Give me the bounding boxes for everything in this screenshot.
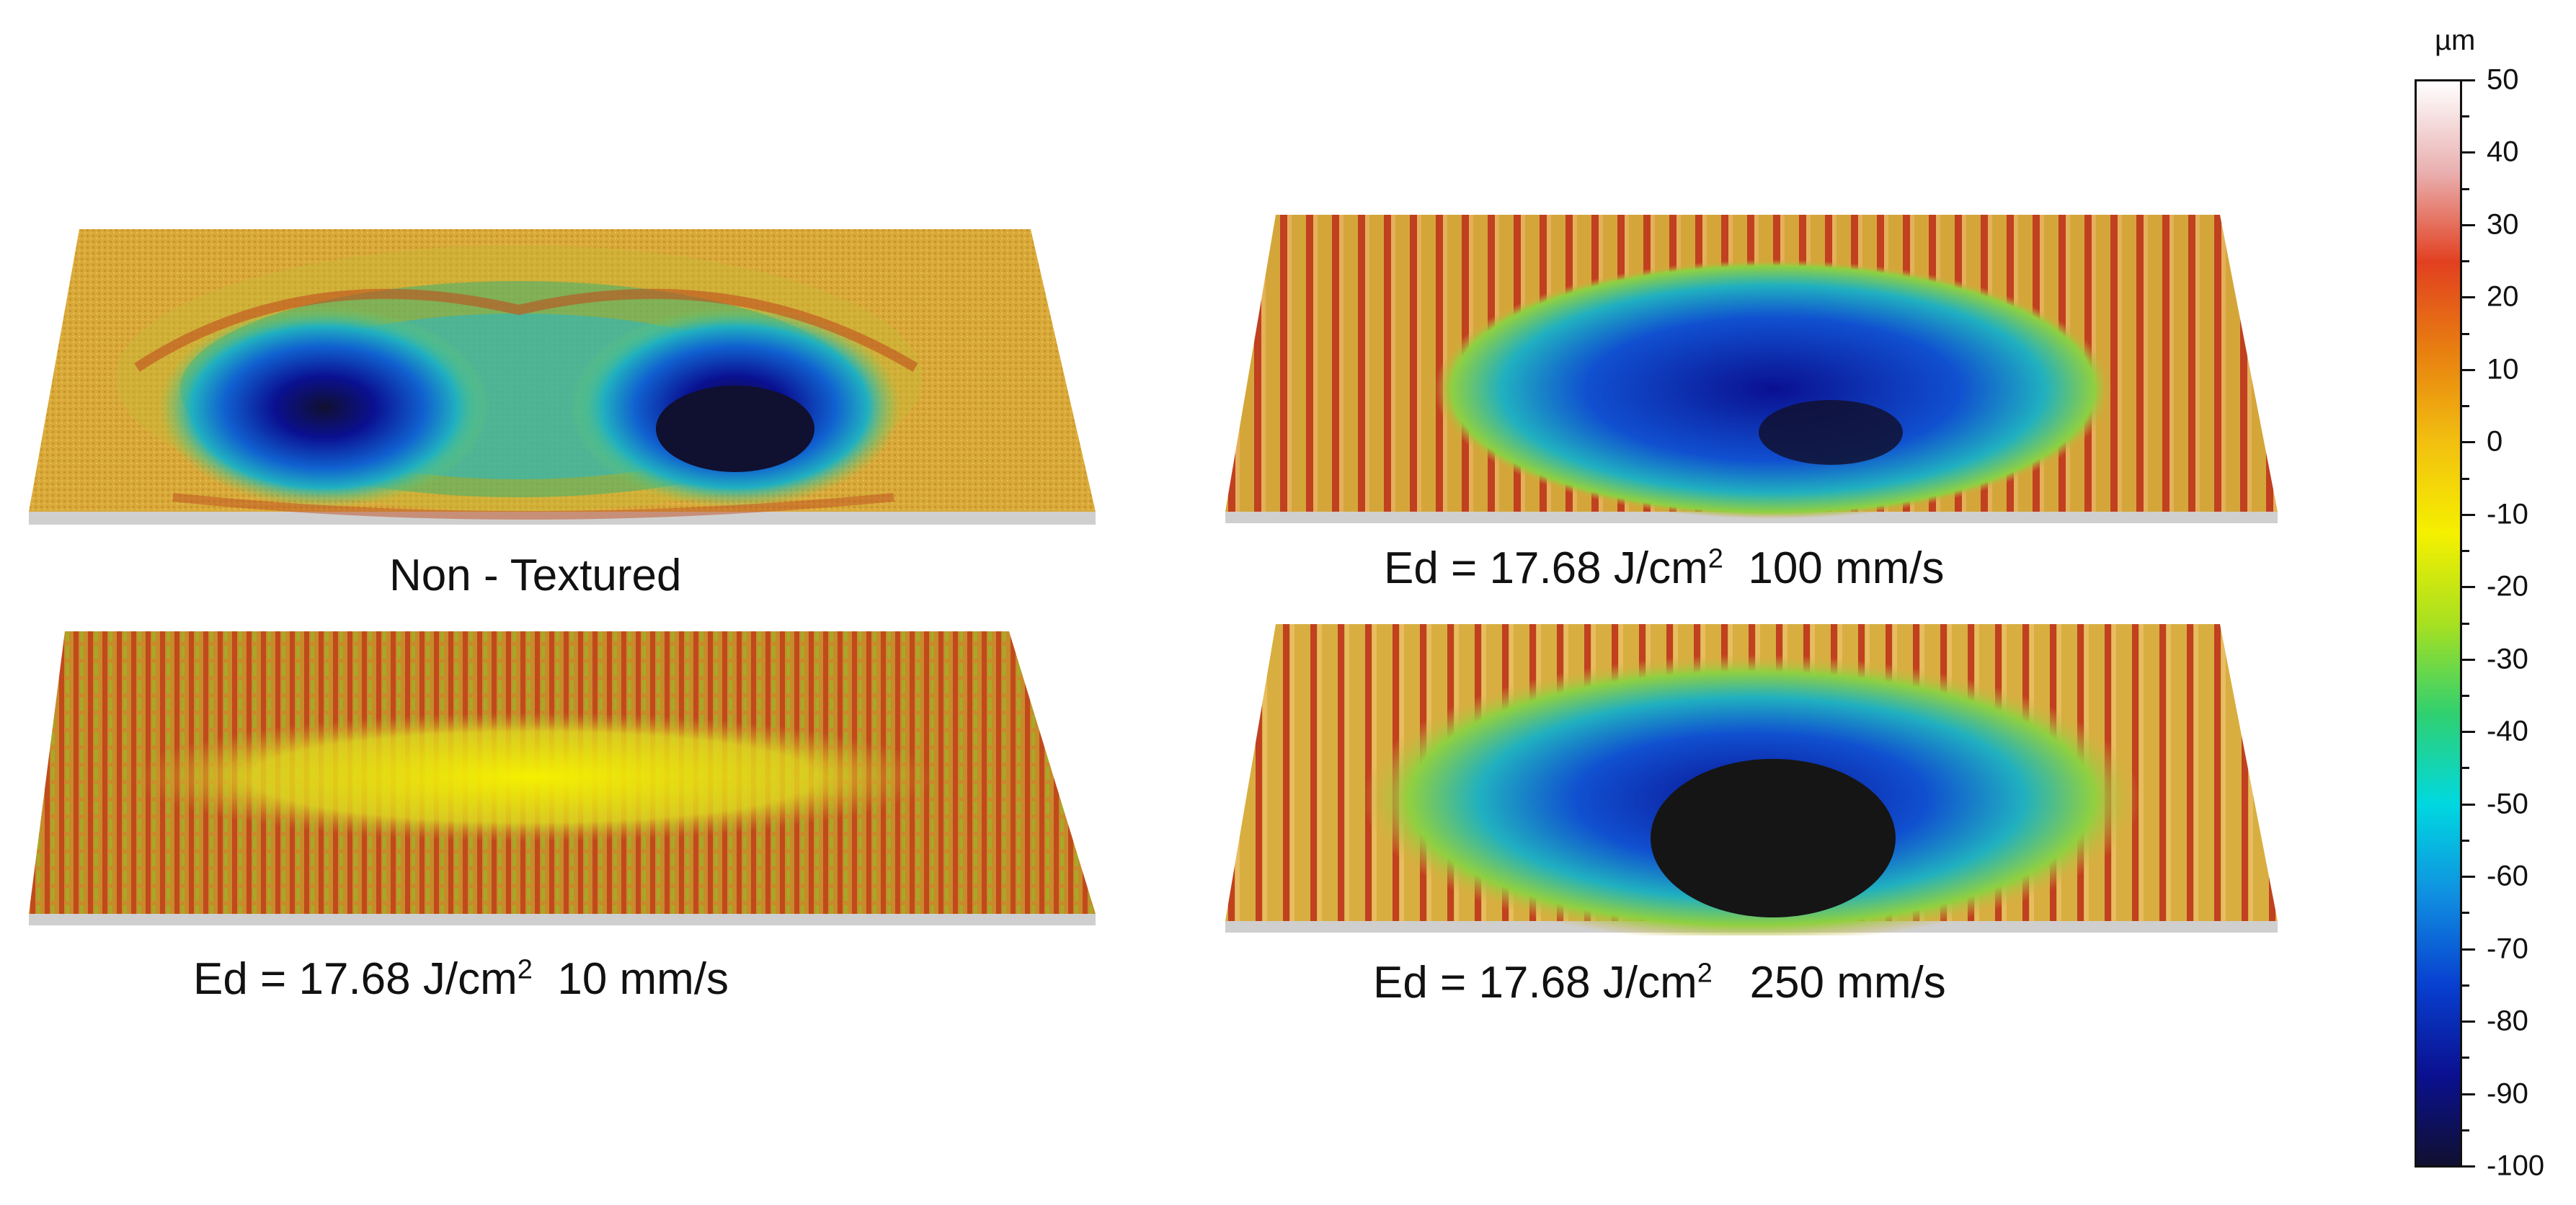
colorbar-tick-mark: [2462, 1021, 2475, 1023]
colorbar-tick-label: 20: [2487, 280, 2519, 313]
colorbar-tick-mark: [2462, 368, 2475, 371]
colorbar-minor-tick: [2462, 767, 2469, 770]
colorbar-unit-label: µm: [2435, 25, 2476, 56]
caption-superscript: 2: [1697, 958, 1713, 989]
colorbar-minor-tick: [2462, 694, 2469, 697]
surface-plot-10mms: [29, 626, 1103, 928]
colorbar-tick-label: 0: [2487, 425, 2503, 458]
caption-speed: 250 mm/s: [1712, 958, 1946, 1008]
colorbar-tick-mark: [2462, 296, 2475, 299]
colorbar-minor-tick: [2462, 332, 2469, 335]
caption-250mms: Ed = 17.68 J/cm2 250 mm/s: [1373, 958, 1946, 1008]
colorbar-tick-mark: [2462, 79, 2475, 81]
colorbar-gradient: [2415, 79, 2462, 1168]
colorbar-tick-mark: [2462, 223, 2475, 226]
colorbar-tick-mark: [2462, 1165, 2475, 1168]
caption-superscript: 2: [1707, 543, 1723, 574]
colorbar-tick-label: -50: [2487, 788, 2528, 820]
colorbar-tick-mark: [2462, 658, 2475, 661]
surface-plot-100mms: [1225, 209, 2292, 526]
surface-plot-non-textured: [29, 223, 1103, 533]
caption-superscript: 2: [517, 954, 533, 985]
caption-energy: Ed = 17.68 J/cm: [193, 954, 518, 1004]
colorbar-minor-tick: [2462, 260, 2469, 263]
colorbar-tick-label: -80: [2487, 1005, 2528, 1037]
colorbar-tick-mark: [2462, 441, 2475, 444]
colorbar-tick-label: 50: [2487, 63, 2519, 96]
colorbar-tick-label: -20: [2487, 570, 2528, 602]
colorbar: µm 50 40 30 20 10 0 -10 -20 -30 -40 -50 -60 -70 -80 -9…: [2393, 14, 2576, 1196]
caption-energy: Ed = 17.68 J/cm: [1384, 543, 1708, 593]
colorbar-tick-mark: [2462, 513, 2475, 516]
colorbar-minor-tick: [2462, 477, 2469, 480]
colorbar-tick-mark: [2462, 731, 2475, 734]
colorbar-tick-label: -10: [2487, 498, 2528, 530]
colorbar-minor-tick: [2462, 187, 2469, 190]
caption-non-textured: Non - Textured: [389, 553, 682, 598]
surface-plot-250mms: [1225, 618, 2292, 935]
colorbar-tick-mark: [2462, 803, 2475, 806]
colorbar-tick-label: -30: [2487, 643, 2528, 675]
caption-speed: 100 mm/s: [1723, 543, 1945, 593]
colorbar-tick-mark: [2462, 586, 2475, 589]
colorbar-minor-tick: [2462, 912, 2469, 915]
colorbar-tick-label: -90: [2487, 1077, 2528, 1110]
colorbar-tick-mark: [2462, 151, 2475, 154]
colorbar-tick-label: -70: [2487, 933, 2528, 965]
colorbar-minor-tick: [2462, 405, 2469, 408]
colorbar-tick-mark: [2462, 1093, 2475, 1095]
colorbar-tick-label: -100: [2487, 1150, 2545, 1182]
colorbar-tick-mark: [2462, 948, 2475, 951]
colorbar-minor-tick: [2462, 550, 2469, 553]
caption-10mms: Ed = 17.68 J/cm2 10 mm/s: [193, 954, 729, 1004]
colorbar-tick-label: 30: [2487, 208, 2519, 241]
colorbar-minor-tick: [2462, 839, 2469, 842]
colorbar-minor-tick: [2462, 984, 2469, 987]
caption-text: Non - Textured: [389, 551, 682, 600]
caption-100mms: Ed = 17.68 J/cm2 100 mm/s: [1384, 543, 1945, 593]
colorbar-tick-label: 10: [2487, 353, 2519, 386]
colorbar-tick-label: -40: [2487, 715, 2528, 747]
colorbar-minor-tick: [2462, 1129, 2469, 1131]
colorbar-minor-tick: [2462, 1057, 2469, 1059]
caption-energy: Ed = 17.68 J/cm: [1373, 958, 1697, 1008]
colorbar-tick-label: -60: [2487, 860, 2528, 892]
colorbar-minor-tick: [2462, 622, 2469, 625]
colorbar-tick-label: 40: [2487, 135, 2519, 168]
colorbar-tick-mark: [2462, 876, 2475, 879]
caption-speed: 10 mm/s: [532, 954, 729, 1004]
colorbar-minor-tick: [2462, 115, 2469, 118]
